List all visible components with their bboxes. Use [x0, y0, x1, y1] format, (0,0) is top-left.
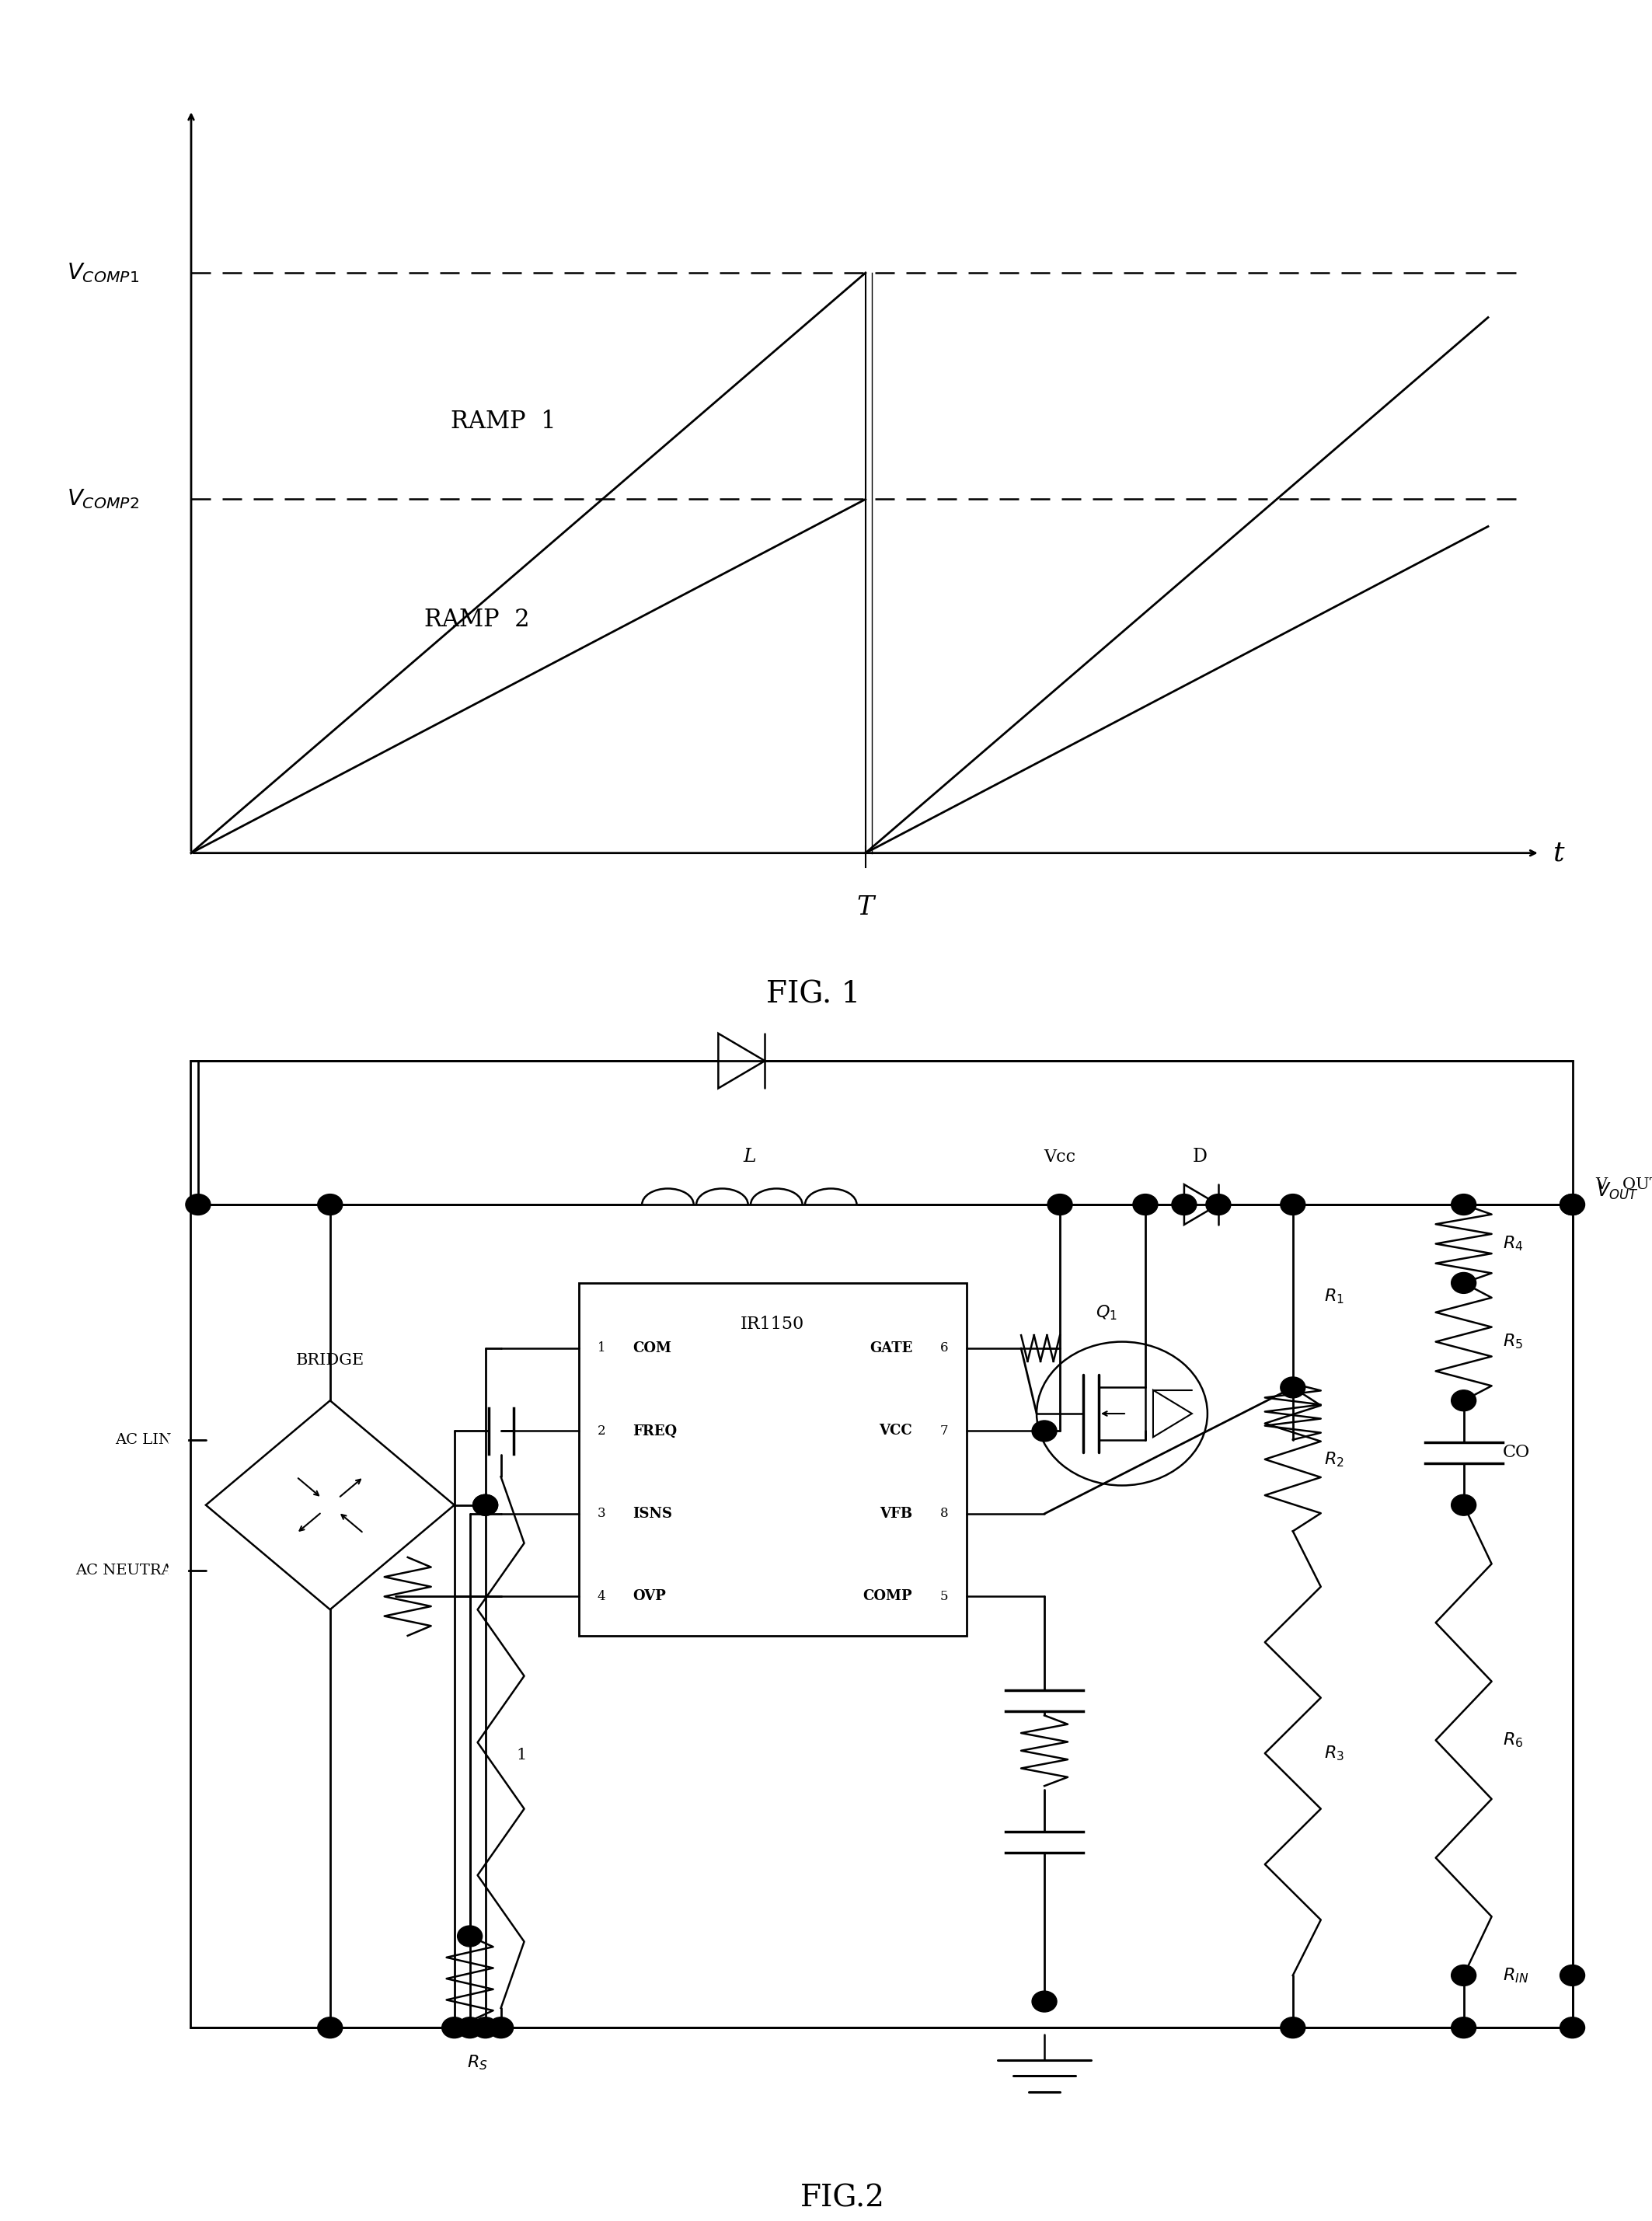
Text: AC LINE: AC LINE [116, 1433, 182, 1446]
Text: 8: 8 [940, 1508, 948, 1521]
Circle shape [1450, 1966, 1477, 1986]
Circle shape [1450, 1195, 1477, 1215]
Text: $R_S$: $R_S$ [468, 2054, 487, 2072]
Circle shape [1559, 2017, 1584, 2039]
Text: $R_6$: $R_6$ [1503, 1730, 1523, 1750]
Text: ISNS: ISNS [633, 1506, 672, 1521]
Circle shape [1450, 2017, 1477, 2039]
Circle shape [458, 1926, 482, 1946]
Text: $\mathit{V}_{COMP2}$: $\mathit{V}_{COMP2}$ [68, 489, 139, 511]
Text: $R_3$: $R_3$ [1323, 1743, 1345, 1763]
Text: T: T [857, 895, 874, 919]
Circle shape [1047, 1195, 1072, 1215]
Text: FREQ: FREQ [633, 1424, 677, 1437]
Circle shape [1450, 1273, 1477, 1293]
Text: CO: CO [1503, 1444, 1530, 1461]
Circle shape [1032, 1990, 1057, 2012]
Text: 1: 1 [517, 1748, 527, 1763]
Text: GATE: GATE [869, 1341, 912, 1355]
Text: BRIDGE: BRIDGE [296, 1353, 365, 1368]
Text: 3: 3 [596, 1508, 605, 1521]
Text: D: D [1193, 1148, 1208, 1166]
Circle shape [489, 2017, 514, 2039]
Circle shape [169, 1564, 187, 1579]
Text: $R_{IN}$: $R_{IN}$ [1503, 1966, 1528, 1986]
Circle shape [185, 1195, 210, 1215]
Circle shape [1450, 1495, 1477, 1515]
Text: $R_1$: $R_1$ [1323, 1286, 1345, 1306]
Text: RAMP  1: RAMP 1 [451, 411, 557, 433]
Text: 6: 6 [940, 1341, 948, 1355]
Text: $Q_1$: $Q_1$ [1095, 1304, 1117, 1321]
Text: VCC: VCC [879, 1424, 912, 1437]
Bar [578, 1284, 966, 1635]
Text: $V_{OUT}$: $V_{OUT}$ [1596, 1182, 1639, 1202]
Text: 2: 2 [596, 1424, 605, 1437]
Text: OVP: OVP [633, 1590, 666, 1604]
Circle shape [472, 1495, 497, 1515]
Circle shape [317, 2017, 342, 2039]
Circle shape [1133, 1195, 1158, 1215]
Circle shape [1450, 1390, 1477, 1410]
Text: FIG. 1: FIG. 1 [767, 979, 861, 1008]
Text: 7: 7 [940, 1424, 948, 1437]
Circle shape [472, 1495, 497, 1515]
Text: V   OUT: V OUT [1596, 1177, 1652, 1193]
Text: $R_5$: $R_5$ [1503, 1333, 1523, 1350]
Circle shape [1280, 1377, 1305, 1397]
Text: 1: 1 [596, 1341, 605, 1355]
Text: Vcc: Vcc [1044, 1148, 1075, 1166]
Circle shape [472, 2017, 497, 2039]
Circle shape [1280, 2017, 1305, 2039]
Text: $R_4$: $R_4$ [1503, 1235, 1523, 1253]
Text: VFB: VFB [879, 1506, 912, 1521]
Text: AC NEUTRAL: AC NEUTRAL [76, 1564, 182, 1577]
Text: 5: 5 [940, 1590, 948, 1604]
Text: COMP: COMP [862, 1590, 912, 1604]
Circle shape [1576, 1197, 1594, 1213]
Circle shape [1032, 1421, 1057, 1441]
Circle shape [1559, 1195, 1584, 1215]
Circle shape [317, 1195, 342, 1215]
Text: $\mathit{V}_{COMP1}$: $\mathit{V}_{COMP1}$ [68, 262, 139, 284]
Text: FIG.2: FIG.2 [800, 2185, 885, 2212]
Circle shape [1576, 1968, 1594, 1983]
Text: t: t [1553, 840, 1564, 866]
Circle shape [458, 2017, 482, 2039]
Circle shape [169, 1433, 187, 1448]
Circle shape [1171, 1195, 1196, 1215]
Text: COM: COM [633, 1341, 672, 1355]
Text: 4: 4 [596, 1590, 605, 1604]
Text: $R_2$: $R_2$ [1323, 1450, 1343, 1468]
Bar [190, 1062, 1573, 2028]
Circle shape [1206, 1195, 1231, 1215]
Circle shape [1559, 1195, 1584, 1215]
Circle shape [441, 2017, 468, 2039]
Circle shape [1559, 1966, 1584, 1986]
Text: RAMP  2: RAMP 2 [425, 609, 530, 633]
Text: L: L [743, 1148, 757, 1166]
Text: IR1150: IR1150 [740, 1315, 805, 1333]
Circle shape [1280, 1195, 1305, 1215]
